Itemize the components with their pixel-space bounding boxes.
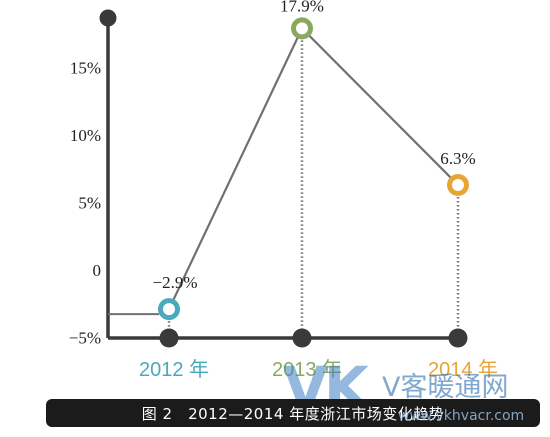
y-tick-label: −5% (69, 329, 101, 348)
label-layer: 15% 10% 5% 0 −5% −2.9% 2012 年 17.9% 2013 年 6.3% 20… (69, 0, 498, 381)
y-tick-label: 10% (70, 126, 101, 145)
watermark-url: www.vkhvacr.com (398, 408, 525, 424)
data-label: 17.9% (280, 0, 324, 15)
category-dot (448, 328, 468, 348)
y-axis-top-dot (99, 9, 117, 27)
data-point (447, 173, 469, 196)
y-tick-label: 5% (78, 194, 101, 213)
marker-layer (158, 17, 469, 348)
data-label: −2.9% (153, 273, 198, 292)
data-label: 6.3% (440, 149, 475, 168)
x-category-label: 2014 年 (428, 358, 498, 381)
category-dot (292, 328, 312, 348)
caption-bar: 图 2 2012—2014 年度浙江市场变化趋势 (46, 399, 540, 427)
figure-caption: 图 2 2012—2014 年度浙江市场变化趋势 (141, 404, 445, 423)
x-category-label: 2013 年 (272, 358, 342, 381)
y-tick-label: 0 (93, 261, 102, 280)
category-dot (159, 328, 179, 348)
y-tick-label: 15% (70, 59, 101, 78)
watermark-name: V客暖通网 (382, 372, 509, 403)
series-line (168, 26, 459, 310)
data-point (291, 17, 313, 40)
data-point (158, 298, 180, 321)
x-category-label: 2012 年 (139, 358, 209, 381)
